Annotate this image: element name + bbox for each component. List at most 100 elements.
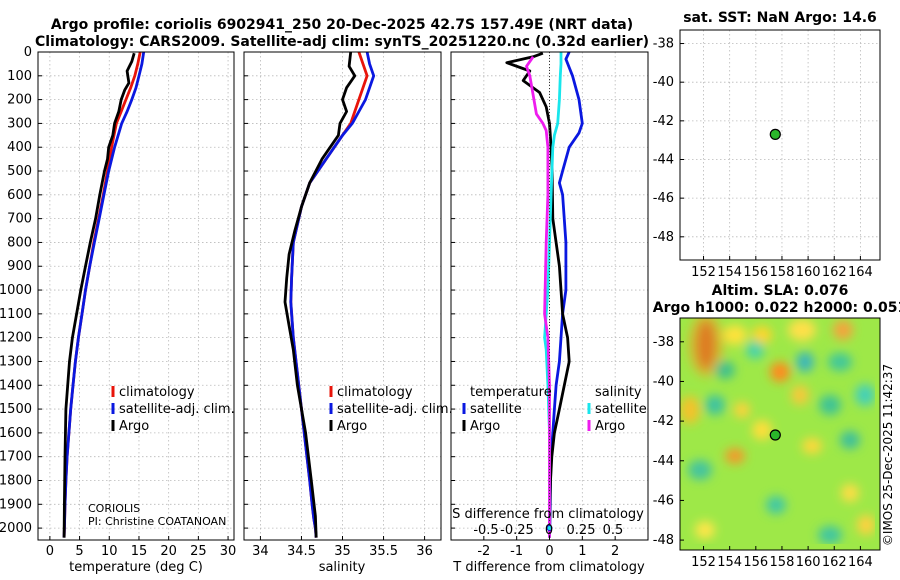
heatmap-blob — [734, 402, 750, 418]
timestamp: ©IMOS 25-Dec-2025 11:42:37 — [881, 364, 895, 546]
temperature-xlabel: temperature (deg C) — [69, 560, 203, 575]
zero-marker — [546, 525, 553, 531]
series-line-satellite-adj-clim- — [289, 52, 376, 538]
map-xtick-label: 160 — [796, 265, 821, 280]
heatmap-blob — [855, 384, 875, 406]
ytick-label: 100 — [7, 69, 32, 84]
heatmap-blob — [818, 526, 842, 544]
heatmap-blob — [802, 438, 822, 454]
xtick-label: 34 — [252, 544, 269, 559]
legend-label: Argo — [595, 419, 625, 434]
map-ytick-label: -40 — [653, 75, 674, 90]
map-xtick-label: 154 — [717, 555, 742, 570]
map-ytick-label: -44 — [653, 152, 674, 167]
heatmap-blob — [680, 396, 700, 424]
series-line-s-satellite — [543, 52, 563, 538]
map-xtick-label: 156 — [743, 555, 768, 570]
map-ytick-label: -48 — [653, 230, 674, 245]
heatmap-blob — [828, 353, 852, 371]
credit-org: CORIOLIS — [88, 502, 140, 515]
sla-map-title-line2: Argo h1000: 0.022 h2000: 0.051 — [653, 300, 900, 316]
difference-legend: temperature satellite Argo salinity sate… — [462, 385, 647, 434]
xtick-label: 1 — [578, 544, 586, 559]
xtick-label: 5 — [75, 544, 83, 559]
ytick-label: 1100 — [0, 307, 32, 322]
heatmap-blob — [833, 320, 853, 340]
xtick-label: -1 — [510, 544, 523, 559]
xtick-label: 25 — [190, 544, 207, 559]
map-ytick-label: -46 — [653, 493, 674, 508]
ytick-label: 500 — [7, 164, 32, 179]
ytick-label: 600 — [7, 188, 32, 203]
legend-label: satellite — [470, 402, 522, 417]
heatmap-blob — [766, 496, 786, 514]
heatmap-blob — [840, 431, 860, 449]
xtick-label: 0 — [46, 544, 54, 559]
heatmap-blob — [770, 362, 790, 382]
xtick-label: 35 — [334, 544, 351, 559]
xtick-label: 34.5 — [287, 544, 316, 559]
legend-label: Argo — [470, 419, 500, 434]
ytick-label: 900 — [7, 259, 32, 274]
sst-map-title: sat. SST: NaN Argo: 14.6 — [683, 10, 877, 26]
series-group — [283, 52, 376, 538]
map-ytick-label: -42 — [653, 114, 674, 129]
legend-label: satellite-adj. clim. — [337, 402, 453, 417]
map-xtick-label: 162 — [822, 265, 847, 280]
heatmap-blob — [695, 521, 715, 539]
series-line-argo — [283, 52, 357, 538]
heatmap-blob — [723, 325, 747, 345]
map-xtick-label: 158 — [770, 265, 795, 280]
ytick-label: 1300 — [0, 354, 32, 369]
top-tick-label: -0.25 — [500, 523, 534, 538]
data-lines — [62, 52, 584, 540]
legend-label: Argo — [337, 419, 367, 434]
series-line-t-satellite — [548, 52, 584, 538]
map-ytick-label: -48 — [653, 533, 674, 548]
float-markers — [769, 128, 781, 441]
xtick-label: 0 — [545, 544, 553, 559]
figure-title-line1: Argo profile: coriolis 6902941_250 20-De… — [51, 17, 633, 33]
heatmap-blob — [752, 326, 772, 344]
xtick-label: 15 — [131, 544, 148, 559]
ytick-label: 200 — [7, 93, 32, 108]
heatmap-blob — [752, 420, 772, 440]
credit-pi: PI: Christine COATANOAN — [88, 515, 226, 528]
map-xtick-label: 152 — [691, 265, 716, 280]
tick-marks: 0100200300400500600700800900100011001200… — [0, 37, 873, 570]
heatmap-blob — [715, 361, 735, 379]
map-ytick-label: -46 — [653, 191, 674, 206]
series-line-t-argo — [505, 52, 571, 538]
salinity-xlabel: salinity — [319, 560, 366, 575]
series-line-satellite-adj-clim- — [62, 52, 146, 538]
series-group — [505, 52, 584, 538]
temperature-legend: climatology satellite-adj. clim. Argo — [111, 385, 235, 434]
top-tick-label: 0.5 — [603, 523, 624, 538]
map-xtick-label: 164 — [848, 555, 873, 570]
map-xtick-label: 162 — [822, 555, 847, 570]
map-ytick-label: -40 — [653, 374, 674, 389]
sla-map-title-line1: Altim. SLA: 0.076 — [712, 283, 849, 299]
heatmap-blob — [688, 460, 712, 480]
map-ytick-label: -44 — [653, 454, 674, 469]
map-xtick-label: 160 — [796, 555, 821, 570]
sla-map-axes — [679, 317, 881, 551]
heatmap-blob — [791, 385, 809, 405]
series-line-s-argo — [525, 56, 551, 538]
map-xtick-label: 158 — [770, 555, 795, 570]
heatmap-blob — [796, 352, 814, 372]
ytick-label: 1800 — [0, 473, 32, 488]
xtick-label: 20 — [160, 544, 177, 559]
series-line-climatology — [62, 52, 142, 538]
heatmap-blob — [841, 484, 859, 502]
map-xtick-label: 164 — [848, 265, 873, 280]
legend-label: Argo — [119, 419, 149, 434]
map-xtick-label: 152 — [691, 555, 716, 570]
xtick-label: 30 — [220, 544, 237, 559]
ytick-label: 700 — [7, 212, 32, 227]
figure-title-line2: Climatology: CARS2009. Satellite-adj cli… — [35, 34, 649, 50]
legend-label: climatology — [337, 385, 413, 400]
top-tick-label: 0 — [545, 523, 553, 538]
legend-heading-salinity: salinity — [595, 385, 642, 400]
